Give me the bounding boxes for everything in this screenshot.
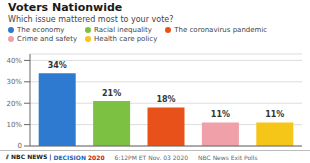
- svg-text:20%: 20%: [8, 100, 22, 108]
- html-text:Which issue mattered most to y: Which issue mattered most to your vote?: [8, 15, 174, 24]
- svg-text:30%: 30%: [8, 78, 22, 86]
- html-text:Voters Nationwide: Voters Nationwide: [8, 1, 123, 14]
- html-text:Health care policy: Health care policy: [94, 35, 158, 43]
- html-text:The coronavirus pandemic: The coronavirus pandemic: [174, 26, 268, 34]
- svg-text:40%: 40%: [8, 57, 22, 65]
- svg-text:10%: 10%: [8, 121, 22, 129]
- html-text:Crime and safety: Crime and safety: [17, 35, 78, 43]
- svg-text:34%: 34%: [48, 61, 67, 70]
- svg-text:21%: 21%: [102, 89, 121, 98]
- html-text:⫽ NBC NEWS | DECISION 2020: ⫽ NBC NEWS | DECISION 2020: [6, 153, 105, 161]
- svg-text:18%: 18%: [156, 95, 175, 104]
- html-text:Racial inequality: Racial inequality: [94, 26, 152, 34]
- html-text:NBC News Exit Polls: NBC News Exit Polls: [198, 153, 258, 161]
- html-text:6:12PM ET Nov. 03 2020: 6:12PM ET Nov. 03 2020: [114, 153, 188, 161]
- svg-text:11%: 11%: [211, 110, 230, 119]
- html-text:The economy: The economy: [17, 26, 65, 34]
- svg-text:0: 0: [18, 142, 22, 148]
- svg-text:11%: 11%: [265, 110, 284, 119]
